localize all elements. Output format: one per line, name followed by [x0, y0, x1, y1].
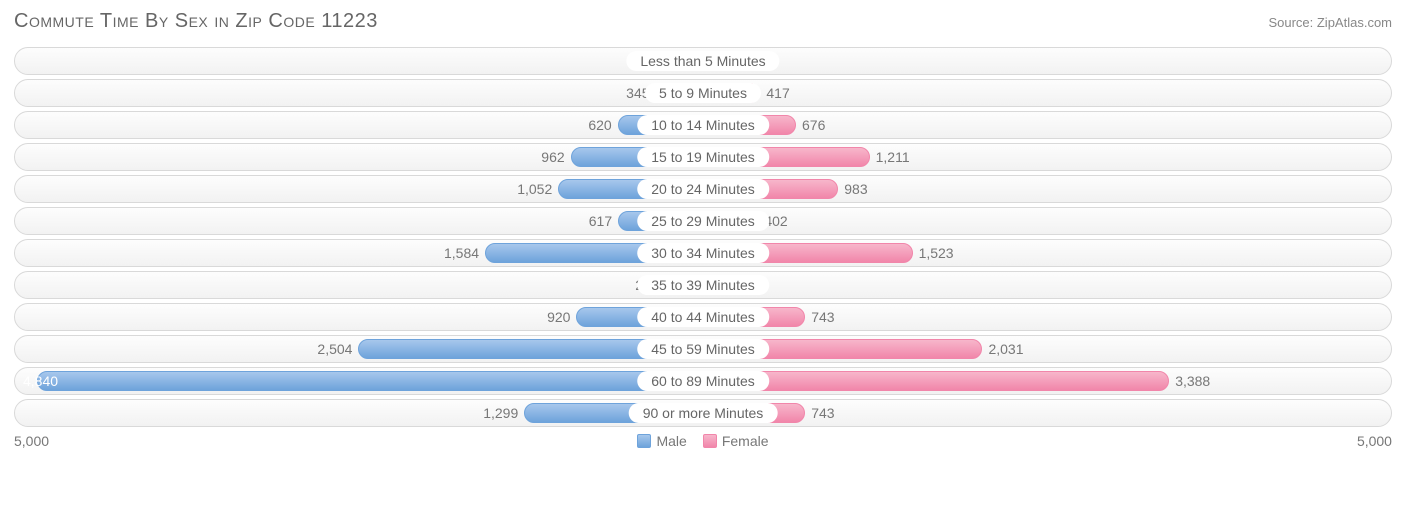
female-bar: [703, 371, 1169, 391]
female-value: 743: [805, 304, 834, 330]
male-value: 1,299: [483, 400, 524, 426]
chart-row: 620 676 10 to 14 Minutes: [14, 111, 1392, 139]
female-value: 2,031: [982, 336, 1023, 362]
legend-male: Male: [637, 433, 686, 449]
chart-row: 27923335 to 39 Minutes: [14, 271, 1392, 299]
axis-right-label: 5,000: [1357, 433, 1392, 449]
chart-header: Commute Time By Sex in Zip Code 11223 So…: [14, 10, 1392, 33]
legend-female: Female: [703, 433, 769, 449]
female-swatch-icon: [703, 434, 717, 448]
category-label: 40 to 44 Minutes: [637, 307, 769, 327]
female-value: 1,211: [870, 144, 910, 170]
category-label: 20 to 24 Minutes: [637, 179, 769, 199]
category-label: 25 to 29 Minutes: [637, 211, 769, 231]
category-label: 45 to 59 Minutes: [637, 339, 769, 359]
chart-row: 962 1,211 15 to 19 Minutes: [14, 143, 1392, 171]
chart-row: 2,504 2,031 45 to 59 Minutes: [14, 335, 1392, 363]
chart-axis: 5,000 Male Female 5,000: [14, 433, 1392, 449]
chart-title: Commute Time By Sex in Zip Code 11223: [14, 10, 378, 33]
male-value: 620: [588, 112, 617, 138]
chart-legend: Male Female: [637, 433, 768, 449]
chart-row: 61740225 to 29 Minutes: [14, 207, 1392, 235]
category-label: 30 to 34 Minutes: [637, 243, 769, 263]
male-value: 1,584: [444, 240, 485, 266]
legend-female-label: Female: [722, 433, 769, 449]
chart-row: 1,299 743 90 or more Minutes: [14, 399, 1392, 427]
male-value: 962: [541, 144, 570, 170]
female-value: 417: [760, 80, 789, 106]
female-value: 983: [838, 176, 867, 202]
female-value: 1,523: [913, 240, 954, 266]
chart-row: 150100Less than 5 Minutes: [14, 47, 1392, 75]
chart-row: 1,052 983 20 to 24 Minutes: [14, 175, 1392, 203]
category-label: 90 or more Minutes: [629, 403, 778, 423]
category-label: 35 to 39 Minutes: [637, 275, 769, 295]
male-value: 2,504: [317, 336, 358, 362]
male-swatch-icon: [637, 434, 651, 448]
female-value: 3,388: [1169, 368, 1210, 394]
category-label: 60 to 89 Minutes: [637, 371, 769, 391]
chart-row: 3454175 to 9 Minutes: [14, 79, 1392, 107]
axis-left-label: 5,000: [14, 433, 49, 449]
category-label: 15 to 19 Minutes: [637, 147, 769, 167]
chart-row: 4,840 3,388 60 to 89 Minutes: [14, 367, 1392, 395]
chart-row: 1,584 1,523 30 to 34 Minutes: [14, 239, 1392, 267]
female-value: 743: [805, 400, 834, 426]
male-value: 920: [547, 304, 576, 330]
chart-rows: 150100Less than 5 Minutes 3454175 to 9 Mi…: [14, 47, 1392, 427]
female-value: 676: [796, 112, 825, 138]
male-value: 617: [589, 208, 618, 234]
legend-male-label: Male: [656, 433, 686, 449]
chart-row: 920 743 40 to 44 Minutes: [14, 303, 1392, 331]
male-value: 4,840: [23, 368, 64, 394]
category-label: 10 to 14 Minutes: [637, 115, 769, 135]
male-bar: [37, 371, 703, 391]
category-label: 5 to 9 Minutes: [645, 83, 761, 103]
category-label: Less than 5 Minutes: [626, 51, 779, 71]
male-value: 1,052: [517, 176, 558, 202]
chart-source: Source: ZipAtlas.com: [1268, 15, 1392, 30]
